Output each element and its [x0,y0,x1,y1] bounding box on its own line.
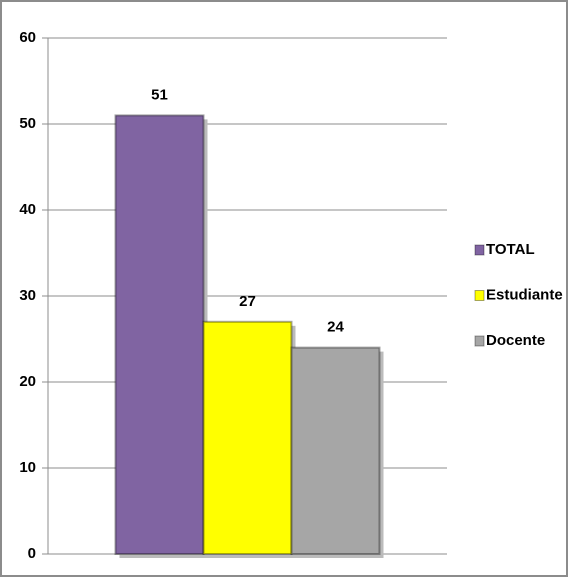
y-tick-label: 20 [19,373,36,390]
legend-label: Docente [486,332,545,349]
bar [202,320,293,555]
legend-marker [474,244,485,256]
legend-marker [474,290,485,301]
legend-label: Estudiante [486,286,563,303]
data-label: 51 [151,86,168,103]
y-tick-label: 0 [28,545,36,562]
legend-label: TOTAL [486,241,535,258]
bar [114,114,205,556]
y-tick-label: 10 [19,459,36,476]
bar [290,346,381,555]
y-tick-label: 30 [19,287,36,304]
data-label: 24 [327,319,344,336]
y-tick-label: 60 [19,29,36,46]
data-label: 27 [239,293,256,310]
y-tick-label: 40 [19,201,36,218]
y-tick-label: 50 [19,115,36,132]
legend-marker [474,335,485,347]
